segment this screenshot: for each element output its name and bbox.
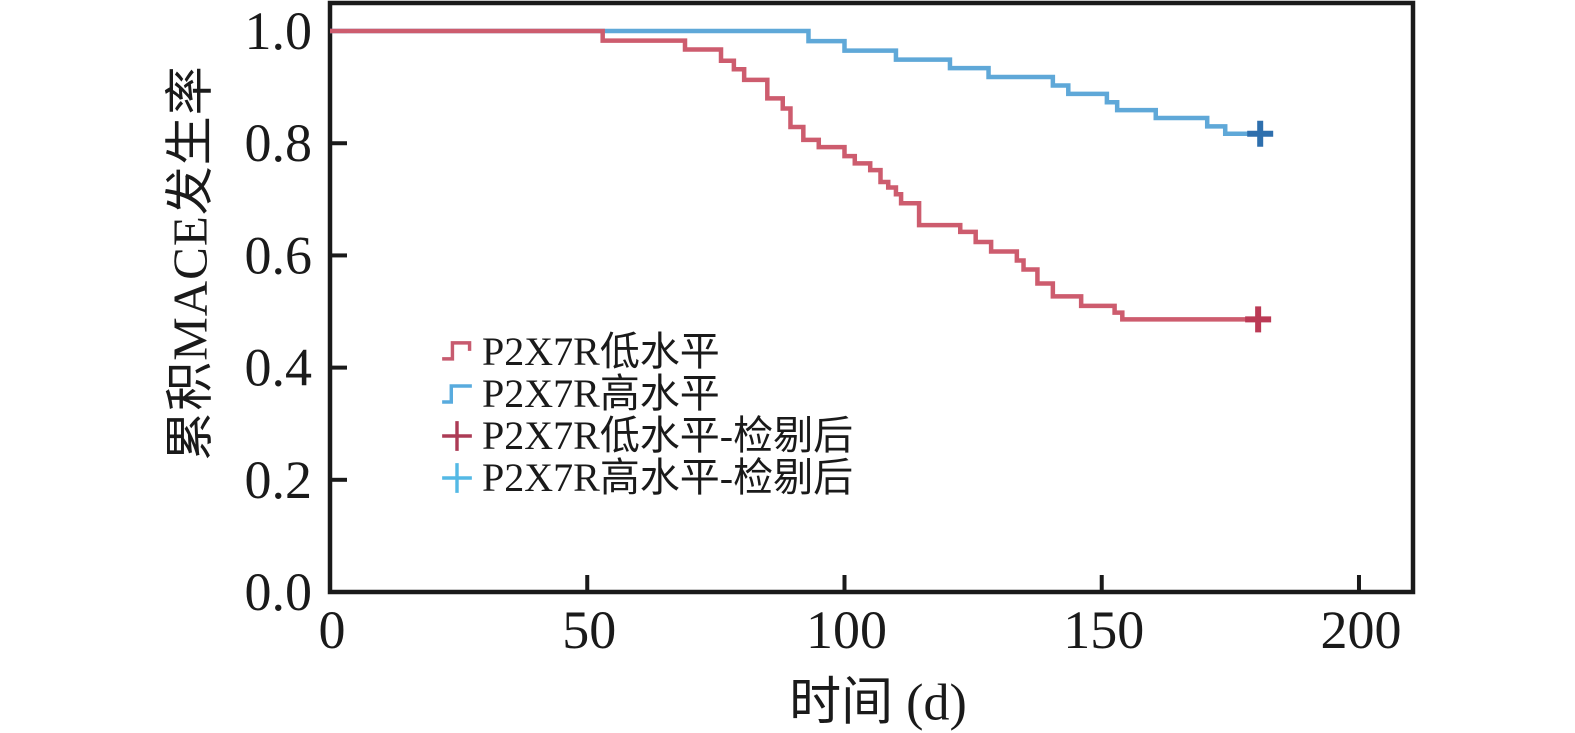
x-tick-label: 100 [806, 600, 887, 660]
x-tick-label: 50 [562, 600, 616, 660]
y-axis-title: 累积MACE发生率 [162, 65, 218, 461]
censor-mark [1247, 120, 1274, 147]
y-tick-label: 0.6 [245, 225, 313, 285]
censor-mark [1245, 306, 1272, 333]
legend-label: P2X7R高水平-检剔后 [482, 455, 854, 500]
y-tick-label: 0.2 [245, 450, 313, 510]
legend-label: P2X7R低水平 [482, 329, 720, 374]
y-tick-label: 0.4 [245, 338, 313, 398]
legend: P2X7R低水平 P2X7R高水平 P2X7R低水平-检剔后 P2X7R高水平-… [437, 331, 853, 499]
legend-item-low-censored: P2X7R低水平-检剔后 [437, 415, 853, 457]
y-tick-label: 0.0 [245, 562, 313, 622]
legend-label: P2X7R低水平-检剔后 [482, 413, 854, 458]
x-axis-title: 时间 (d) [789, 674, 967, 732]
legend-item-high-censored: P2X7R高水平-检剔后 [437, 457, 853, 499]
x-tick-label: 200 [1320, 600, 1401, 660]
plot-border [327, 0, 1416, 595]
y-tick-label: 0.8 [245, 113, 313, 173]
legend-item-high: P2X7R高水平 [437, 373, 853, 415]
y-tick-label: 1.0 [245, 1, 313, 61]
plus-icon [437, 419, 477, 453]
series-line-P2X7R低水平 [330, 28, 1260, 322]
legend-label: P2X7R高水平 [482, 371, 720, 416]
step-line-icon [437, 335, 477, 369]
x-tick-label: 0 [319, 600, 346, 660]
step-line-icon [437, 377, 477, 411]
series-line-P2X7R高水平 [330, 28, 1263, 136]
x-tick-label: 150 [1063, 600, 1144, 660]
plus-icon [437, 461, 477, 495]
legend-item-low: P2X7R低水平 [437, 331, 853, 373]
